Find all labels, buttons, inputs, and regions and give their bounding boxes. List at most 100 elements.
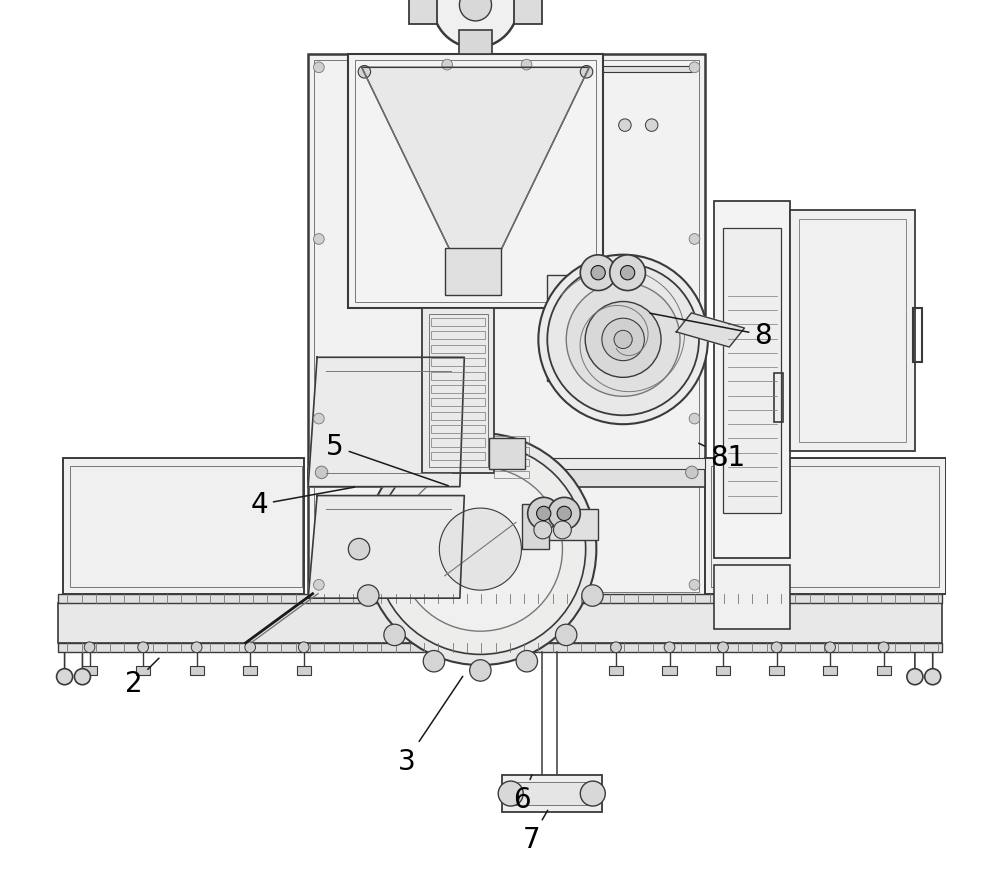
Circle shape: [718, 642, 728, 653]
Bar: [308, 469, 705, 487]
Bar: [431, 399, 485, 407]
Text: 3: 3: [397, 677, 463, 775]
Circle shape: [825, 642, 835, 653]
Bar: [603, 66, 692, 72]
Circle shape: [557, 507, 571, 521]
Circle shape: [689, 63, 700, 73]
Circle shape: [610, 256, 645, 291]
Circle shape: [442, 60, 452, 71]
Circle shape: [314, 414, 324, 425]
Bar: [459, 30, 492, 55]
Polygon shape: [362, 68, 589, 251]
Bar: [431, 452, 485, 460]
Circle shape: [423, 651, 445, 672]
Bar: [714, 202, 790, 559]
Bar: [308, 55, 705, 598]
Circle shape: [459, 0, 492, 21]
Circle shape: [537, 507, 551, 521]
Circle shape: [771, 642, 782, 653]
Circle shape: [614, 331, 632, 350]
Bar: [502, 775, 602, 813]
Bar: [877, 666, 891, 675]
Bar: [422, 308, 494, 474]
Polygon shape: [308, 358, 464, 487]
Circle shape: [907, 669, 923, 685]
Bar: [429, 315, 488, 468]
Circle shape: [619, 120, 631, 132]
Circle shape: [620, 266, 635, 281]
Bar: [431, 345, 485, 353]
Circle shape: [580, 781, 605, 806]
Bar: [547, 275, 593, 382]
Bar: [723, 229, 781, 514]
Bar: [494, 460, 529, 467]
Bar: [531, 510, 598, 541]
Text: 5: 5: [326, 433, 448, 486]
Circle shape: [516, 651, 538, 672]
Circle shape: [664, 642, 675, 653]
Bar: [790, 211, 915, 451]
Circle shape: [602, 319, 644, 361]
Circle shape: [398, 468, 562, 631]
Circle shape: [138, 642, 148, 653]
Circle shape: [582, 586, 603, 606]
Bar: [431, 439, 485, 447]
Bar: [431, 372, 485, 380]
Circle shape: [74, 669, 90, 685]
Circle shape: [689, 234, 700, 245]
Circle shape: [314, 580, 324, 591]
Bar: [431, 412, 485, 420]
Bar: [297, 666, 311, 675]
Bar: [662, 666, 677, 675]
Bar: [445, 249, 501, 296]
Bar: [314, 61, 699, 592]
Bar: [609, 666, 623, 675]
Circle shape: [554, 521, 571, 539]
Text: 81: 81: [699, 443, 745, 472]
Circle shape: [315, 467, 328, 479]
Bar: [308, 459, 705, 469]
Circle shape: [580, 66, 593, 79]
Bar: [913, 308, 922, 362]
Bar: [355, 61, 596, 303]
Bar: [63, 459, 304, 594]
Bar: [431, 426, 485, 434]
Bar: [774, 374, 783, 423]
Circle shape: [314, 234, 324, 245]
Circle shape: [528, 498, 560, 530]
Circle shape: [364, 434, 596, 665]
Circle shape: [689, 414, 700, 425]
Polygon shape: [308, 496, 464, 598]
Text: 4: 4: [250, 487, 355, 519]
Circle shape: [439, 509, 521, 591]
Bar: [799, 220, 906, 443]
Bar: [58, 594, 942, 603]
Circle shape: [375, 444, 586, 654]
Circle shape: [245, 642, 256, 653]
Circle shape: [538, 256, 708, 425]
Bar: [494, 471, 529, 478]
Circle shape: [547, 265, 699, 416]
Bar: [769, 666, 784, 675]
Bar: [716, 666, 730, 675]
Bar: [70, 467, 302, 588]
Text: 6: 6: [513, 775, 532, 813]
Circle shape: [57, 669, 73, 685]
Circle shape: [521, 60, 532, 71]
Circle shape: [348, 539, 370, 561]
Circle shape: [566, 283, 680, 397]
Bar: [431, 318, 485, 326]
Circle shape: [555, 625, 577, 645]
Text: 2: 2: [125, 658, 159, 697]
Bar: [136, 666, 150, 675]
Bar: [494, 436, 529, 443]
Circle shape: [498, 781, 523, 806]
Polygon shape: [676, 314, 744, 348]
Bar: [512, 782, 591, 805]
Circle shape: [384, 625, 405, 645]
Bar: [514, 0, 542, 25]
Circle shape: [878, 642, 889, 653]
Bar: [823, 666, 837, 675]
Circle shape: [358, 586, 379, 606]
Circle shape: [585, 302, 661, 378]
